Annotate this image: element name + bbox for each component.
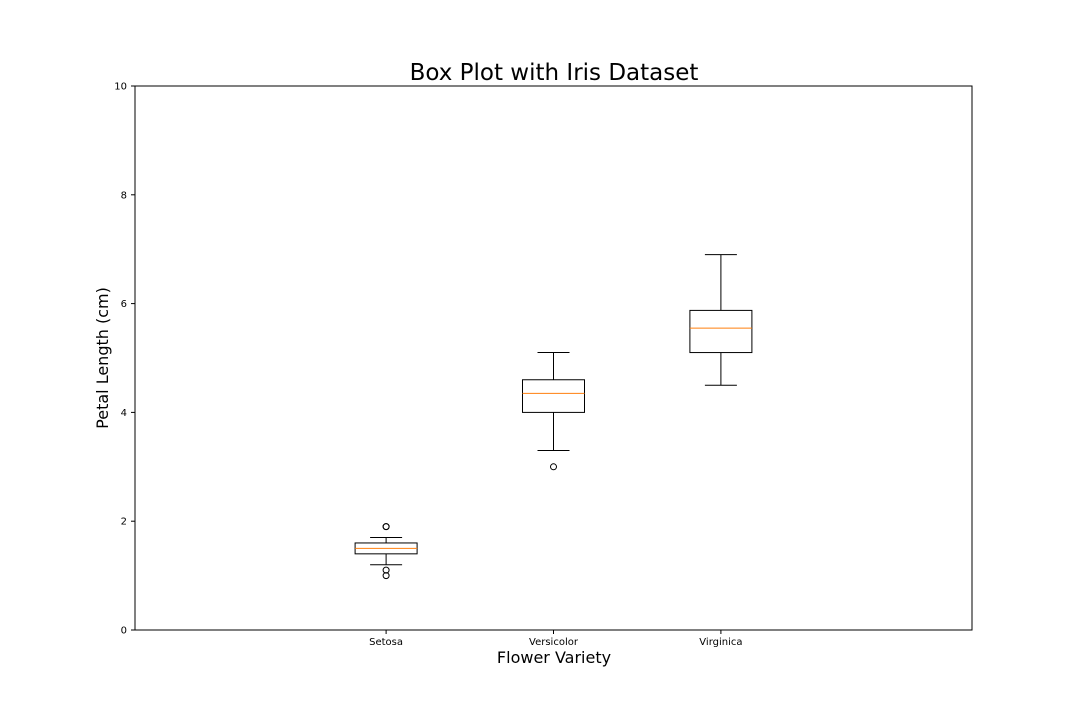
y-tick-label: 4 bbox=[121, 408, 127, 419]
y-tick-label: 2 bbox=[121, 517, 127, 528]
y-tick-label: 0 bbox=[121, 626, 127, 637]
x-tick-label: Setosa bbox=[369, 637, 403, 648]
box-virginica bbox=[689, 309, 753, 354]
y-tick-label: 8 bbox=[121, 190, 127, 201]
x-axis-label: Flower Variety bbox=[497, 648, 611, 667]
plot-area: 0 2 4 6 8 10 Setosa Versicolor Virginica bbox=[114, 82, 973, 648]
chart-title: Box Plot with Iris Dataset bbox=[410, 60, 699, 86]
y-tick-label: 10 bbox=[114, 82, 127, 93]
box-versicolor bbox=[522, 379, 585, 413]
outlier-versicolor bbox=[550, 463, 557, 471]
outlier-setosa bbox=[382, 566, 390, 574]
x-tick-label: Versicolor bbox=[529, 637, 579, 648]
outlier-setosa bbox=[382, 523, 390, 531]
y-tick-label: 6 bbox=[121, 299, 127, 310]
y-axis-label: Petal Length (cm) bbox=[93, 287, 112, 429]
x-tick-label: Virginica bbox=[699, 637, 742, 648]
outlier-setosa bbox=[382, 572, 390, 580]
